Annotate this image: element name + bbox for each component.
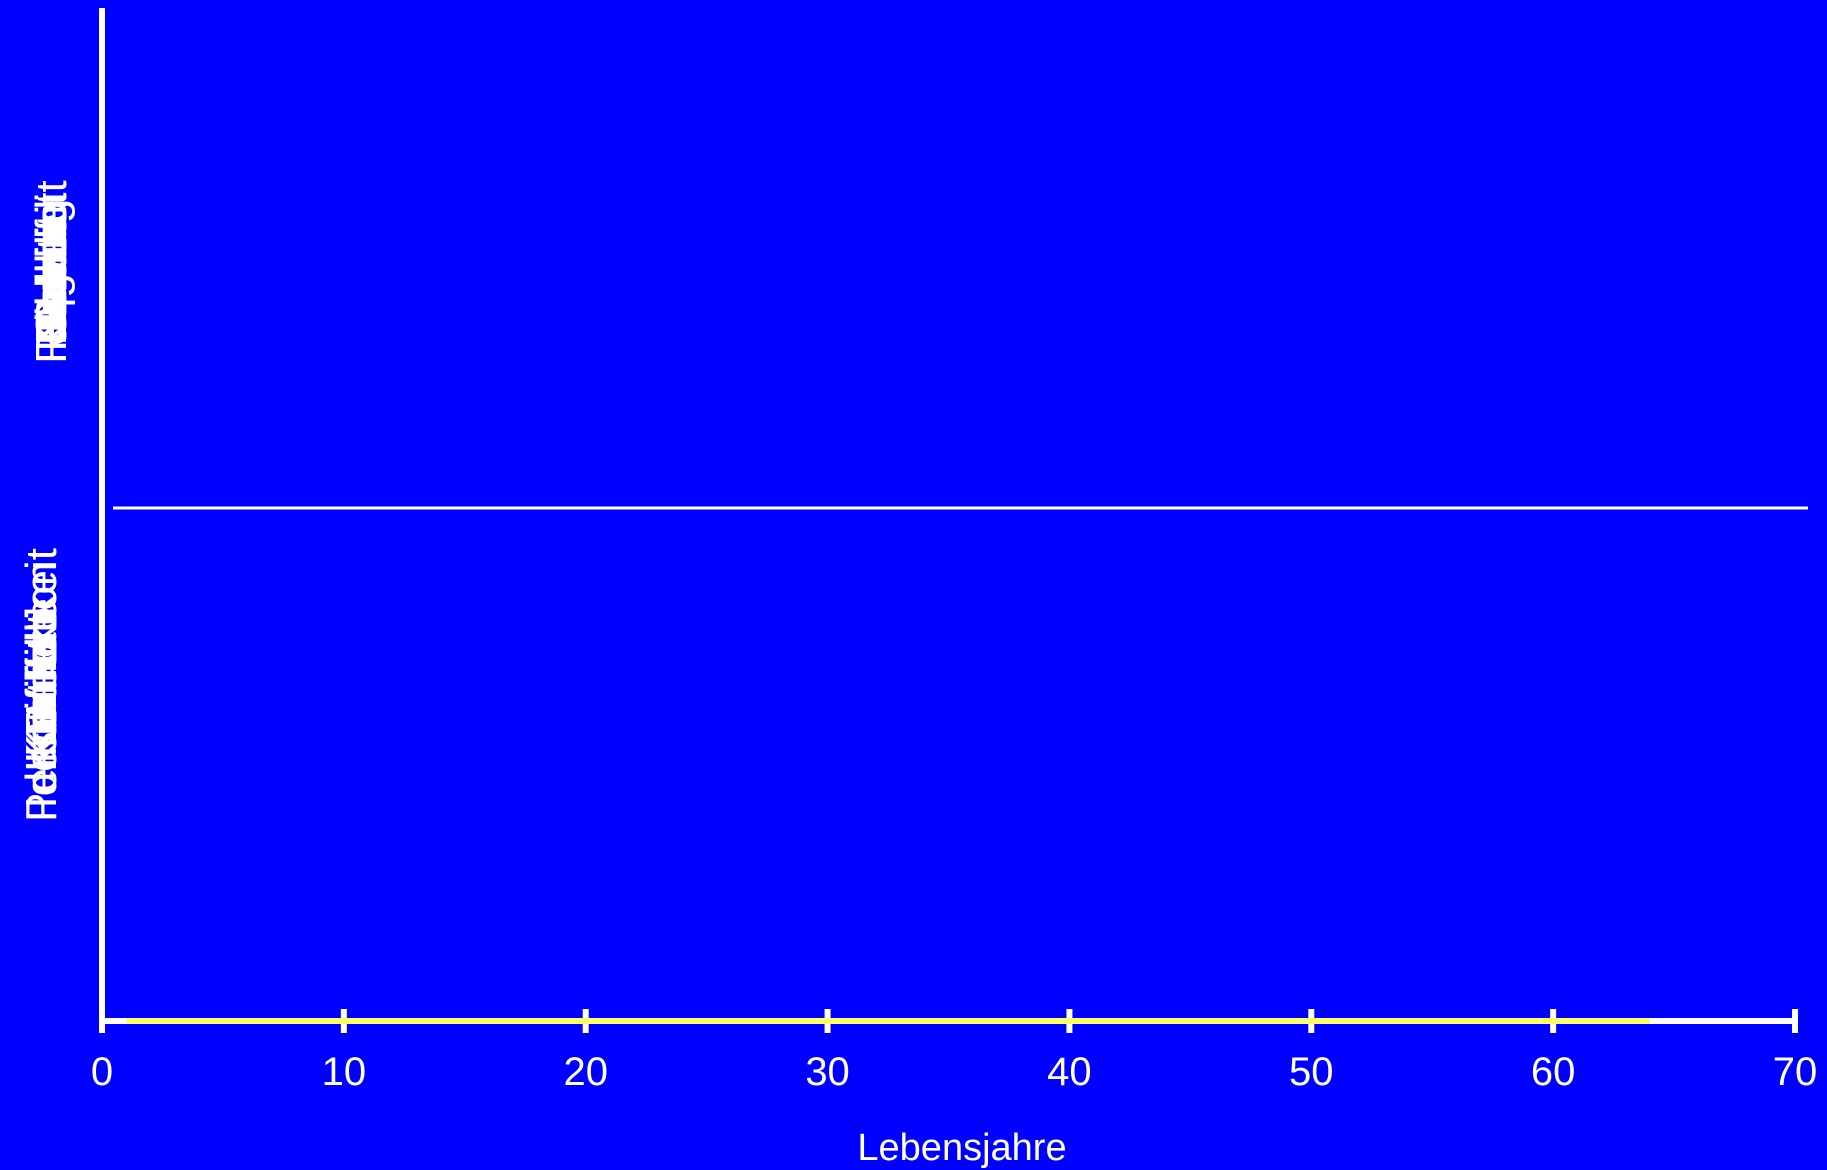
upper-category-label: Arbeit — [27, 215, 76, 330]
x-tick-label: 20 — [563, 1050, 608, 1094]
upper-category-label: Rüpelzeit — [27, 180, 76, 363]
upper-category-label: Kindheit — [27, 192, 76, 351]
lower-category-label: Persönlichkeit — [17, 548, 66, 822]
upper-category-label: Rente — [27, 213, 76, 330]
x-axis-ticks: 0 10 20 30 40 50 60 70 — [91, 1009, 1817, 1094]
x-tick-label: 10 — [322, 1050, 367, 1094]
lower-category-label: Identifikation — [17, 561, 66, 808]
upper-category-label: Beruf — [27, 219, 76, 325]
x-tick-label: 50 — [1289, 1050, 1334, 1094]
x-tick-label: 60 — [1531, 1050, 1576, 1094]
upper-category-label: Schule — [27, 205, 76, 340]
lower-category-label: Reife — [17, 634, 66, 737]
x-tick-label: 0 — [91, 1050, 113, 1094]
x-tick-label: 40 — [1047, 1050, 1092, 1094]
lower-category-label: Kontrolle — [17, 598, 66, 772]
upper-category-label: Familie — [27, 201, 76, 343]
lower-category-label: Wert — [17, 639, 66, 731]
x-tick-label: 30 — [805, 1050, 850, 1094]
upper-category-label: Bildung — [27, 199, 76, 346]
lower-category-label: Karriere — [17, 607, 66, 764]
x-axis-title: Lebensjahre — [857, 1127, 1066, 1169]
upper-category-labels: RüpelzeitBerufSchuleKindheitJugendBildun… — [27, 180, 76, 363]
x-tick-label: 70 — [1773, 1050, 1818, 1094]
lower-category-label: Konflikt — [17, 613, 66, 757]
lower-category-labels: IdentifikationKontrolleWertPersönlichkei… — [17, 548, 66, 822]
upper-category-label: Jugend — [27, 200, 76, 344]
